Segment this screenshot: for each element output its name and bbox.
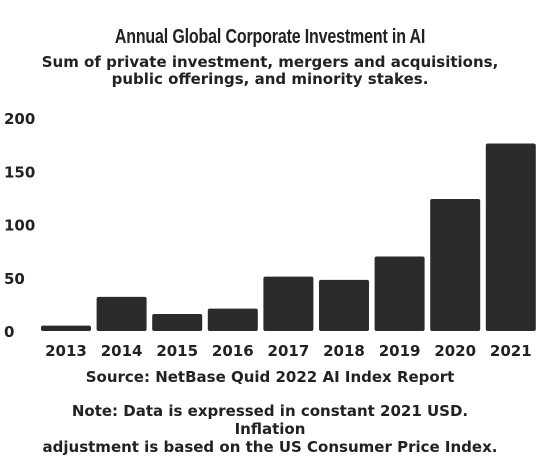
note-line-2: adjustment is based on the US Consumer P… <box>42 438 498 456</box>
y-tick-label: 150 <box>4 163 35 181</box>
x-tick-label: 2017 <box>268 342 310 360</box>
x-axis-ticks: 2013 2014 2015 2016 2017 2018 2019 2020 2021 <box>45 342 532 360</box>
note-line-1: Note: Data is expressed in constant 2021… <box>71 402 469 438</box>
x-tick-label: 2018 <box>323 342 365 360</box>
bar <box>41 325 91 331</box>
y-tick-label: 0 <box>4 323 14 341</box>
bar <box>152 313 203 331</box>
bar <box>263 276 314 331</box>
x-tick-label: 2021 <box>490 342 532 360</box>
bar <box>96 296 147 331</box>
y-tick-label: 50 <box>4 270 25 288</box>
bar <box>207 308 258 331</box>
chart-note: Note: Data is expressed in constant 2021… <box>40 402 500 456</box>
x-tick-label: 2019 <box>379 342 421 360</box>
x-tick-label: 2014 <box>101 342 143 360</box>
bars <box>41 143 536 331</box>
bar <box>485 143 536 331</box>
y-tick-label: 200 <box>4 110 35 128</box>
x-tick-label: 2013 <box>45 342 87 360</box>
chart-subtitle: Sum of private investment, mergers and a… <box>40 54 500 88</box>
bar <box>374 256 425 331</box>
subtitle-line-2: public offerings, and minority stakes. <box>111 70 429 88</box>
y-axis-ticks: 0 50 100 150 200 <box>4 110 35 341</box>
chart-title: Annual Global Corporate Investment in AI <box>114 26 426 48</box>
x-tick-label: 2015 <box>156 342 198 360</box>
y-tick-label: 100 <box>4 217 35 235</box>
subtitle-line-1: Sum of private investment, mergers and a… <box>41 53 499 71</box>
x-tick-label: 2016 <box>212 342 254 360</box>
bar <box>319 279 369 331</box>
chart-source: Source: NetBase Quid 2022 AI Index Repor… <box>85 368 455 386</box>
x-tick-label: 2020 <box>434 342 476 360</box>
bar <box>430 198 481 331</box>
